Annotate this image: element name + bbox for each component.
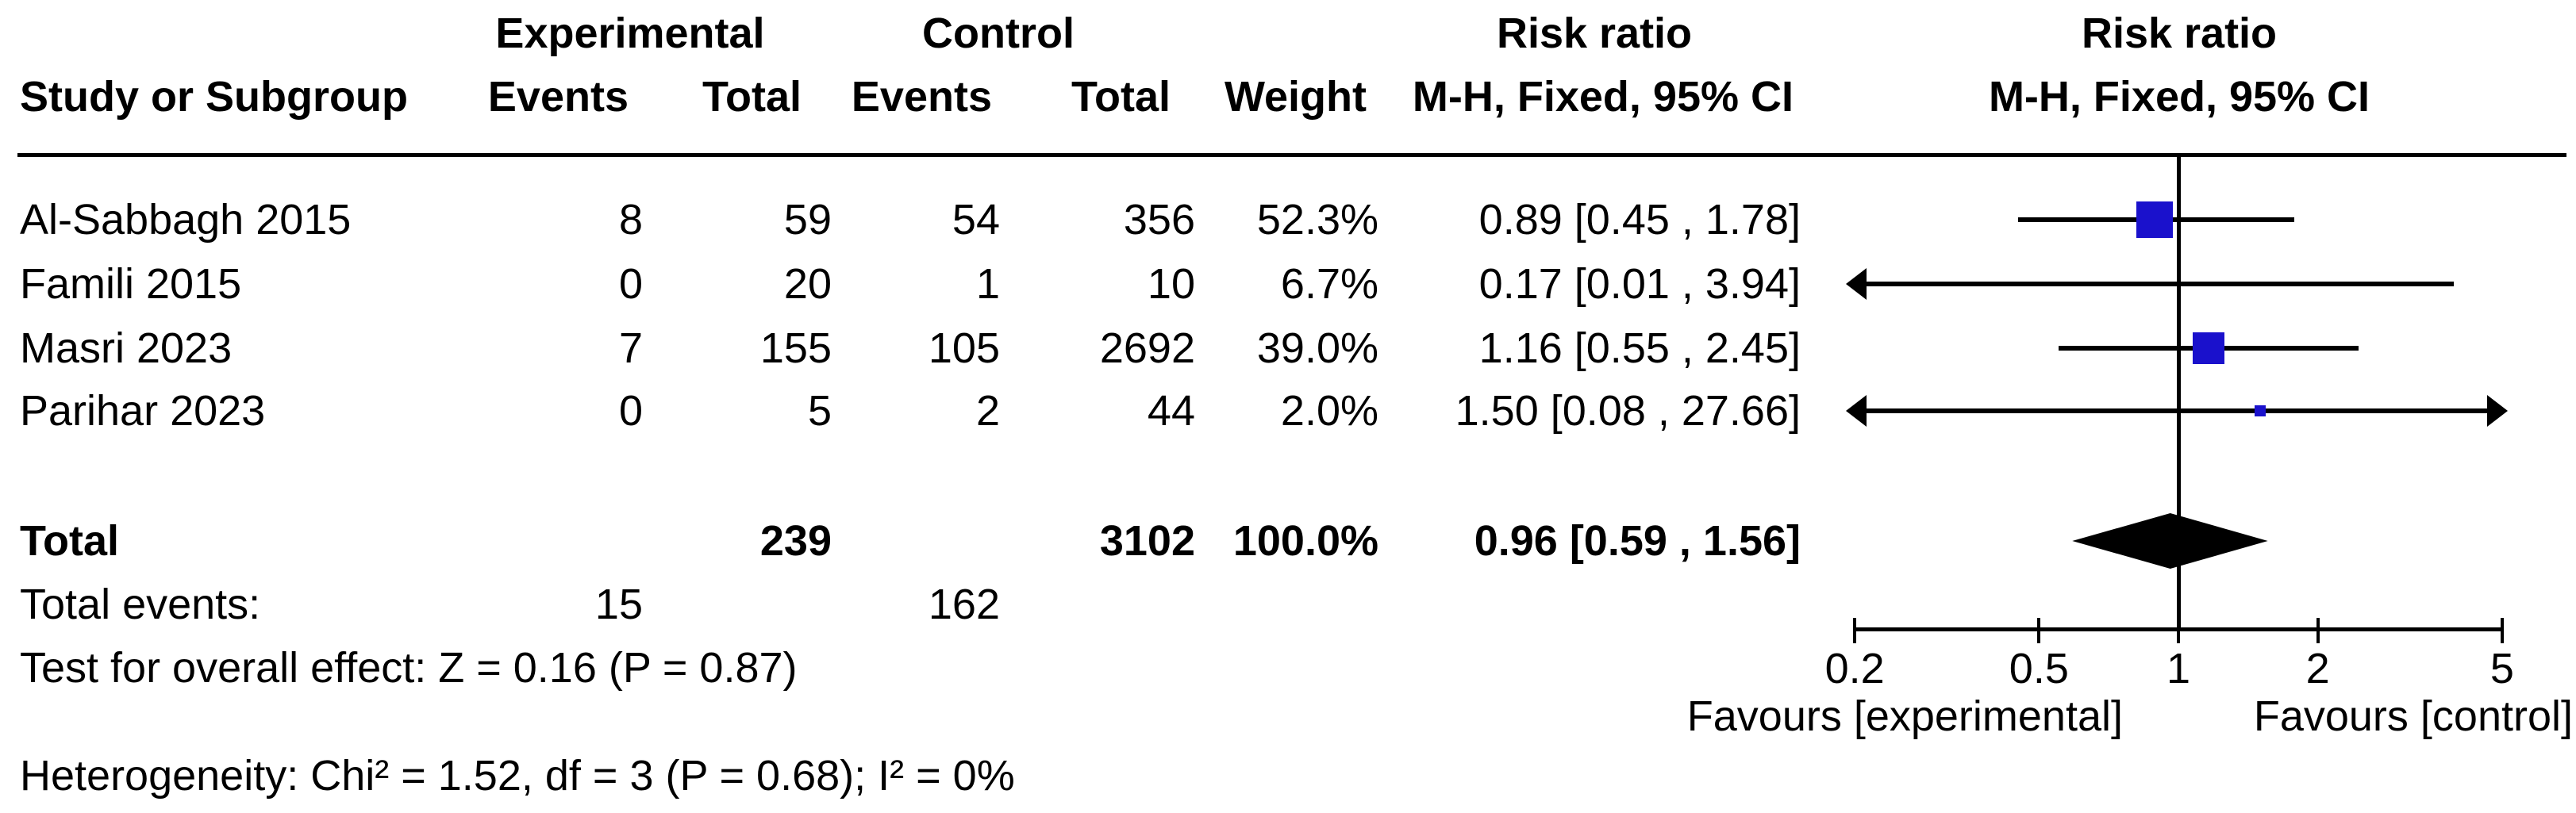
exp-total-cell: 59 (783, 196, 832, 244)
axis-tick (2500, 618, 2504, 643)
header-study-col: Study or Subgroup (20, 73, 408, 121)
effect-square (2254, 405, 2266, 416)
ci-line (1865, 282, 2455, 286)
header-exp-total-col: Total (702, 73, 802, 121)
ctrl-events-cell: 2 (975, 387, 1000, 435)
axis-tick-label: 5 (2489, 645, 2514, 692)
exp-events-cell: 0 (618, 387, 643, 435)
header-effect-title: Risk ratio (1496, 10, 1693, 57)
axis-tick-label: 0.5 (2009, 645, 2069, 692)
exp-events-cell: 8 (618, 196, 643, 244)
ci-text-cell: 0.89 [0.45 , 1.78] (1478, 196, 1801, 244)
ctrl-total-cell: 44 (1147, 387, 1195, 435)
study-name: Masri 2023 (20, 324, 233, 372)
weight-cell: 39.0% (1256, 324, 1378, 372)
total-label: Total (20, 517, 119, 565)
exp-events-cell: 7 (618, 324, 643, 372)
weight-cell: 6.7% (1280, 260, 1378, 308)
exp-total-cell: 5 (807, 387, 832, 435)
header-ctrl-events-col: Events (851, 73, 992, 121)
header-plot-effect-method: M-H, Fixed, 95% CI (1988, 73, 2370, 121)
ci-text-cell: 1.16 [0.55 , 2.45] (1478, 324, 1801, 372)
effect-square (2136, 201, 2174, 238)
ci-line (1865, 408, 2489, 413)
left-arrow-icon (1846, 395, 1867, 427)
axis-tick (2037, 618, 2041, 643)
axis-tick (2316, 618, 2320, 643)
header-divider (17, 153, 2566, 157)
exp-total-cell: 20 (783, 260, 832, 308)
header-control-group: Control (922, 10, 1075, 57)
header-effect-method: M-H, Fixed, 95% CI (1412, 73, 1794, 121)
ctrl-events-cell: 1 (975, 260, 1000, 308)
ctrl-total-cell: 10 (1147, 260, 1195, 308)
total-events-exp-cell: 15 (594, 581, 643, 628)
heterogeneity-text: Heterogeneity: Chi² = 1.52, df = 3 (P = … (20, 752, 1015, 800)
weight-cell: 2.0% (1280, 387, 1378, 435)
axis-tick-label: 1 (2166, 645, 2191, 692)
header-ctrl-total-col: Total (1071, 73, 1171, 121)
study-name: Parihar 2023 (20, 387, 266, 435)
ctrl-total-cell: 356 (1123, 196, 1195, 244)
favours-left-label: Favours [experimental] (1686, 692, 2123, 740)
total-weight-cell: 100.0% (1232, 517, 1378, 565)
overall-effect-test-text: Test for overall effect: Z = 0.16 (P = 0… (20, 644, 798, 692)
study-name: Al-Sabbagh 2015 (20, 196, 352, 244)
exp-events-cell: 0 (618, 260, 643, 308)
total-ci-text-cell: 0.96 [0.59 , 1.56] (1474, 517, 1801, 565)
total-events-label: Total events: (20, 581, 261, 628)
total-exp-total-cell: 239 (759, 517, 832, 565)
weight-cell: 52.3% (1256, 196, 1378, 244)
header-experimental-group: Experimental (495, 10, 765, 57)
favours-right-label: Favours [control] (2253, 692, 2573, 740)
study-name: Famili 2015 (20, 260, 242, 308)
effect-square (2192, 332, 2224, 364)
header-weight-col: Weight (1225, 73, 1367, 121)
header-plot-effect-title: Risk ratio (2081, 10, 2278, 57)
axis-tick (1853, 618, 1857, 643)
axis-tick-label: 0.2 (1824, 645, 1885, 692)
total-ctrl-total-cell: 3102 (1099, 517, 1195, 565)
exp-total-cell: 155 (759, 324, 832, 372)
summary-diamond (2072, 513, 2268, 569)
axis-tick (2177, 618, 2180, 643)
axis-tick-label: 2 (2305, 645, 2330, 692)
total-events-ctrl-cell: 162 (928, 581, 1000, 628)
null-effect-line (2177, 153, 2181, 631)
left-arrow-icon (1846, 268, 1867, 300)
right-arrow-icon (2487, 395, 2508, 427)
ci-text-cell: 1.50 [0.08 , 27.66] (1455, 387, 1801, 435)
header-exp-events-col: Events (487, 73, 629, 121)
ctrl-events-cell: 54 (952, 196, 1000, 244)
ctrl-events-cell: 105 (928, 324, 1000, 372)
ci-text-cell: 0.17 [0.01 , 3.94] (1478, 260, 1801, 308)
ctrl-total-cell: 2692 (1099, 324, 1195, 372)
